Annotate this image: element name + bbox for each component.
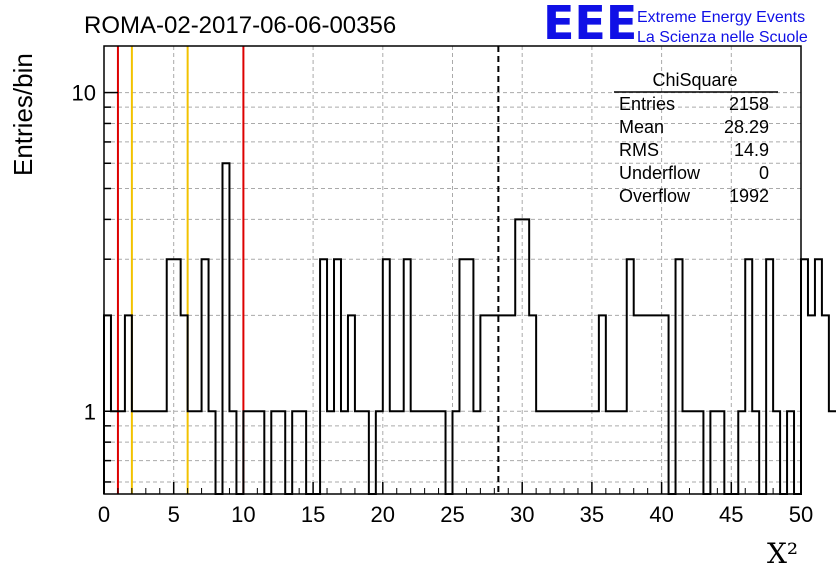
histogram-bar [676, 259, 683, 494]
y-tick-label: 10 [72, 81, 96, 106]
stats-title: ChiSquare [652, 70, 737, 90]
y-tick-label: 1 [84, 399, 96, 424]
histogram-bar [501, 315, 508, 494]
stats-value: 14.9 [734, 140, 769, 160]
histogram-bar [766, 259, 773, 494]
histogram-bar [466, 259, 473, 494]
histogram-bar [634, 315, 641, 494]
histogram-bar [829, 411, 836, 494]
stats-box: ChiSquare Entries 2158 Mean 28.29 RMS 14.9 Und… [614, 70, 778, 206]
histogram-bar [808, 315, 815, 494]
x-tick-label: 25 [440, 502, 464, 527]
stats-value: 28.29 [724, 117, 769, 137]
histogram-bar [745, 259, 752, 494]
stats-value: 2158 [729, 94, 769, 114]
histogram-bar [125, 315, 132, 494]
histogram-bar [334, 259, 341, 494]
histogram-bar [815, 259, 822, 494]
histogram-bar [522, 219, 529, 494]
x-tick-label: 40 [649, 502, 673, 527]
stats-value: 0 [759, 163, 769, 183]
histogram-bar [222, 163, 229, 494]
histogram-bar [104, 315, 111, 494]
stats-label: Underflow [619, 163, 701, 183]
histogram-bar [662, 315, 669, 494]
logo-letters: EEE [543, 0, 637, 50]
x-tick-label: 20 [371, 502, 395, 527]
histogram-bar [174, 259, 181, 494]
histogram-bar [648, 315, 655, 494]
histogram-bar [641, 315, 648, 494]
histogram-bar [167, 259, 174, 494]
histogram-bar [383, 259, 390, 494]
histogram-bar [801, 259, 808, 494]
histogram-bar [480, 315, 487, 494]
logo-line2: La Scienza nelle Scuole [637, 29, 808, 46]
histogram-outline [103, 162, 836, 495]
x-tick-label: 5 [168, 502, 180, 527]
y-axis-ticks: 1 10 [72, 81, 118, 483]
x-tick-label: 35 [580, 502, 604, 527]
histogram-bar [508, 315, 515, 494]
run-title: ROMA-02-2017-06-06-00356 [84, 12, 396, 39]
histogram-bar [320, 259, 327, 494]
histogram-bar [202, 259, 209, 494]
stats-label: Mean [619, 117, 664, 137]
stats-value: 1992 [729, 186, 769, 206]
histogram-bar [822, 315, 829, 494]
x-axis-ticks: 0 5 10 15 20 25 30 35 40 45 50 [98, 482, 813, 527]
logo-line1: Extreme Energy Events [637, 9, 805, 26]
histogram-bar [599, 315, 606, 494]
x-tick-label: 15 [301, 502, 325, 527]
eee-logo: EEE Extreme Energy Events La Scienza nel… [543, 0, 808, 50]
histogram-bar [655, 315, 662, 494]
stats-label: Overflow [619, 186, 691, 206]
histogram-bar [515, 219, 522, 494]
histogram-bar [404, 259, 411, 494]
histogram-bar [487, 315, 494, 494]
x-tick-label: 50 [789, 502, 813, 527]
histogram-bins [104, 142, 836, 494]
histogram-bar [459, 259, 466, 494]
x-tick-label: 30 [510, 502, 534, 527]
histogram-bar [627, 259, 634, 494]
y-axis-label: Entries/bin [8, 53, 38, 176]
x-tick-label: 0 [98, 502, 110, 527]
x-tick-label: 10 [231, 502, 255, 527]
histogram-bar [181, 315, 188, 494]
x-axis-label: X² [767, 537, 798, 570]
stats-label: RMS [619, 140, 659, 160]
histogram-bar [348, 315, 355, 494]
reference-lines [116, 46, 500, 494]
histogram-bar [529, 315, 536, 494]
stats-label: Entries [619, 94, 675, 114]
x-tick-label: 45 [719, 502, 743, 527]
